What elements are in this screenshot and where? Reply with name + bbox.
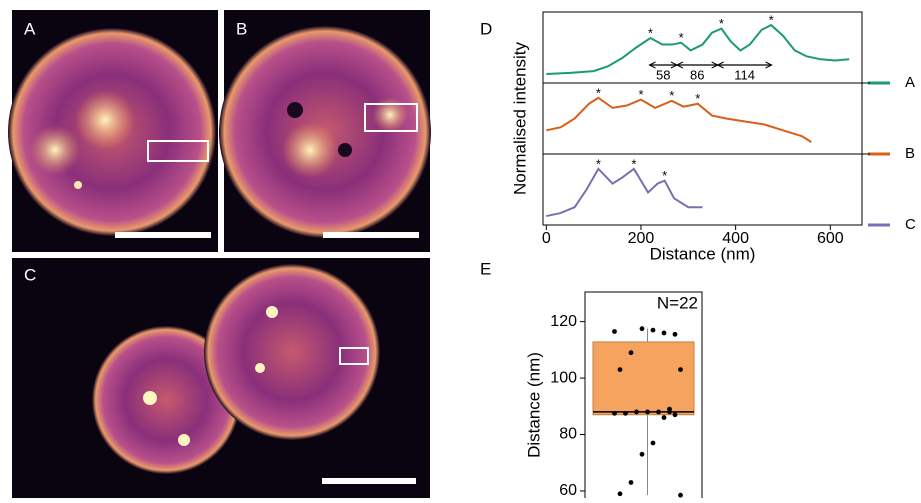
x-tick-label: 400 bbox=[722, 230, 749, 247]
data-point bbox=[661, 415, 667, 420]
data-point bbox=[678, 492, 683, 498]
data-point bbox=[634, 409, 639, 415]
peak-marker: * bbox=[695, 91, 700, 106]
data-point bbox=[650, 327, 656, 333]
line-series bbox=[546, 96, 812, 143]
y-axis-label: Normalised intensity bbox=[510, 41, 529, 195]
data-point bbox=[672, 331, 678, 337]
data-point bbox=[678, 367, 683, 373]
y-tick-label: 60 bbox=[559, 482, 577, 498]
line-series bbox=[546, 23, 850, 76]
data-point bbox=[617, 491, 623, 497]
plot-frame bbox=[542, 11, 863, 226]
data-point bbox=[645, 409, 650, 415]
image-a: A bbox=[8, 10, 218, 252]
data-point bbox=[612, 410, 617, 416]
spacing-label: 58 bbox=[656, 67, 670, 82]
legend-label: B bbox=[905, 145, 915, 162]
peak-marker: * bbox=[662, 168, 667, 183]
x-tick-label: 200 bbox=[628, 230, 655, 247]
data-point bbox=[628, 480, 634, 485]
peak-marker: * bbox=[631, 156, 636, 171]
peak-marker: * bbox=[719, 16, 724, 31]
legend-label: A bbox=[905, 74, 915, 91]
annotation: N=22 bbox=[657, 293, 698, 312]
panel-label: E bbox=[480, 259, 491, 278]
peak-marker: * bbox=[638, 87, 643, 102]
legend-label: C bbox=[905, 216, 916, 233]
peak-marker: * bbox=[769, 13, 774, 28]
y-axis-label: Distance (nm) bbox=[524, 352, 543, 458]
arrow-head bbox=[716, 61, 773, 69]
peak-marker: * bbox=[669, 88, 674, 103]
data-point bbox=[672, 412, 678, 418]
data-point bbox=[639, 451, 645, 457]
plot-frame bbox=[584, 291, 703, 498]
data-point bbox=[661, 330, 667, 336]
peak-marker: * bbox=[679, 30, 684, 45]
y-tick-label: 120 bbox=[550, 313, 577, 330]
peak-marker: * bbox=[648, 25, 653, 40]
y-tick-label: 100 bbox=[550, 369, 577, 386]
data-point bbox=[656, 409, 661, 415]
x-axis-label: Distance (nm) bbox=[650, 244, 756, 263]
data-point bbox=[623, 410, 628, 416]
panel-label: B bbox=[236, 19, 247, 38]
panel-label: D bbox=[480, 19, 492, 38]
panel-label: A bbox=[24, 19, 36, 38]
box bbox=[592, 341, 695, 416]
x-tick-label: 0 bbox=[542, 230, 551, 247]
image-b: B bbox=[219, 10, 431, 252]
data-point bbox=[612, 329, 617, 334]
line-series bbox=[546, 167, 703, 218]
data-point bbox=[617, 367, 623, 373]
y-tick-label: 80 bbox=[559, 426, 577, 443]
data-point bbox=[639, 326, 645, 332]
peak-marker: * bbox=[596, 85, 601, 100]
data-point bbox=[628, 350, 634, 356]
spacing-label: 86 bbox=[690, 67, 704, 82]
spacing-label: 114 bbox=[734, 67, 755, 82]
panel-label: C bbox=[24, 265, 36, 284]
data-point bbox=[650, 440, 656, 446]
image-c: C bbox=[12, 258, 430, 498]
data-point bbox=[667, 409, 672, 415]
x-tick-label: 600 bbox=[817, 230, 844, 247]
peak-marker: * bbox=[596, 156, 601, 171]
